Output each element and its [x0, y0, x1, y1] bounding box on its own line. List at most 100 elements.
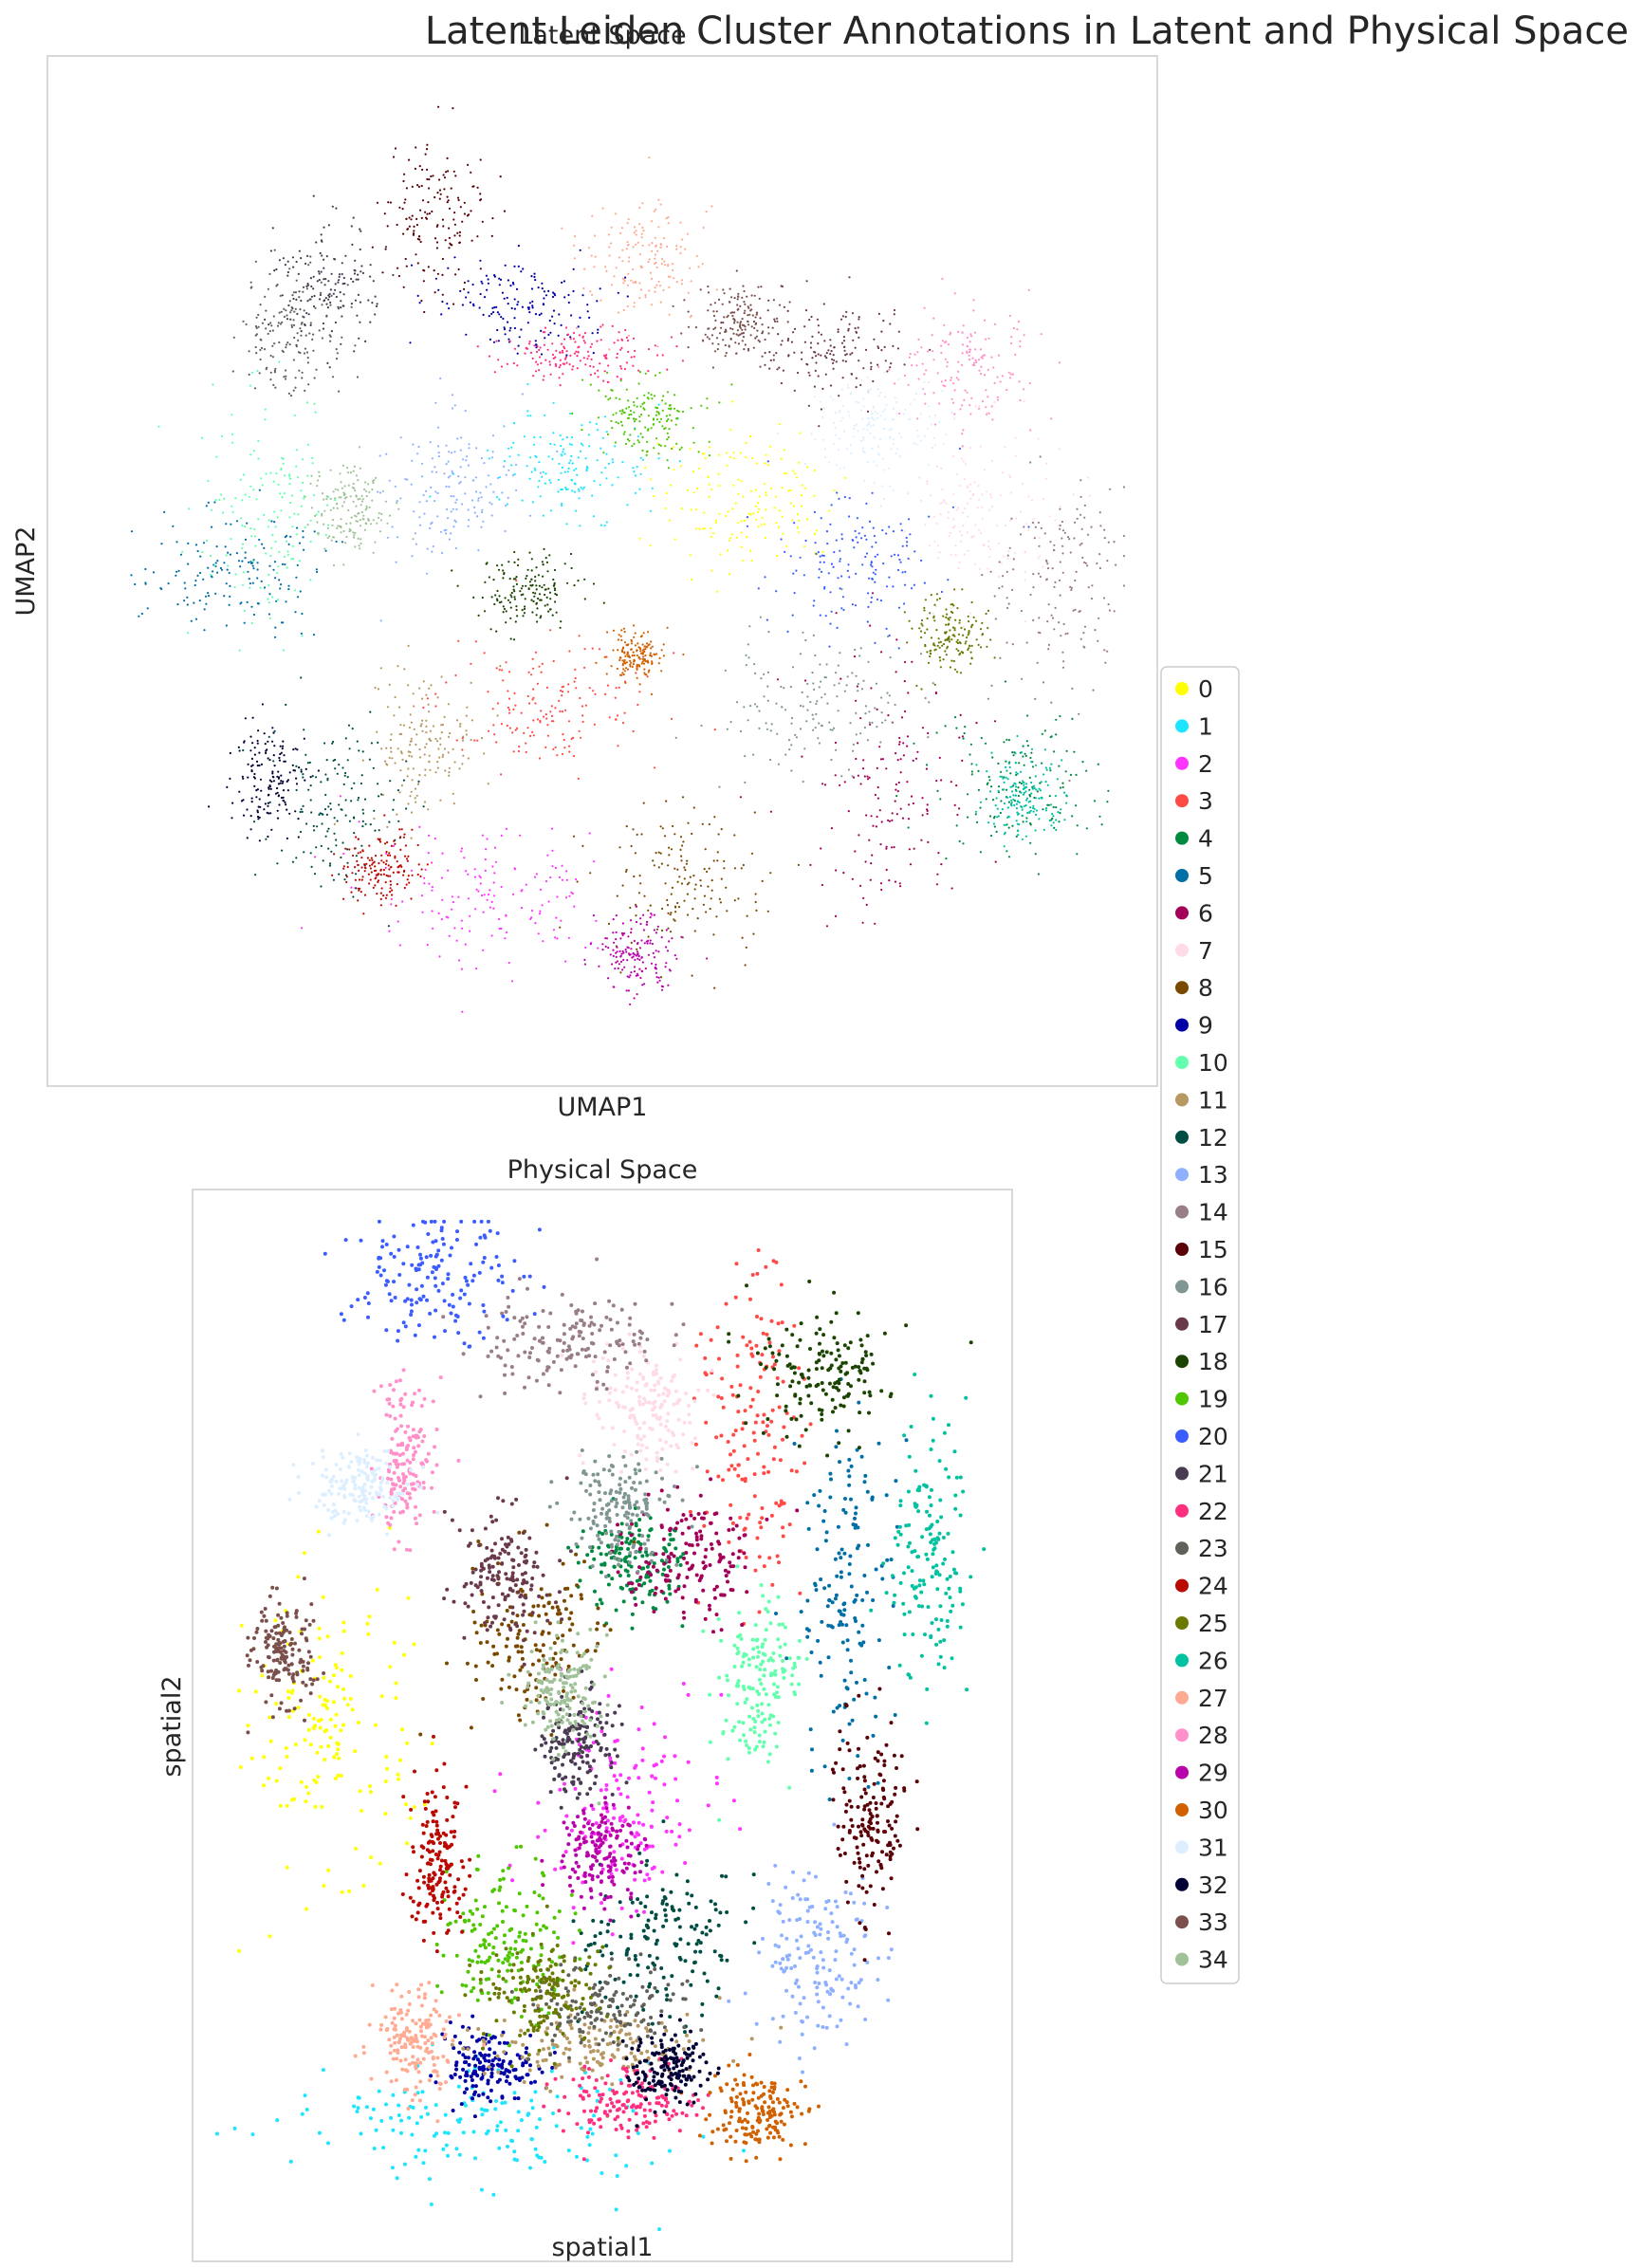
point-cluster-8 [676, 880, 679, 883]
point-cluster-17 [880, 330, 883, 333]
point-cluster-29 [624, 948, 627, 951]
point-cluster-24 [382, 869, 385, 872]
point-cluster-14 [1047, 648, 1050, 651]
point-cluster-3 [567, 683, 570, 686]
point-cluster-31 [883, 417, 887, 421]
point-cluster-24 [353, 847, 356, 850]
point-cluster-8 [572, 835, 576, 838]
point-cluster-7 [1009, 491, 1012, 494]
point-cluster-20 [888, 576, 891, 579]
point-cluster-30 [643, 650, 646, 654]
point-cluster-27 [610, 226, 613, 229]
point-cluster-7 [1058, 448, 1061, 451]
point-cluster-3 [445, 681, 448, 684]
point-cluster-22 [488, 355, 491, 358]
point-cluster-10 [309, 541, 312, 544]
point-cluster-0 [792, 470, 795, 472]
point-cluster-11 [429, 768, 432, 771]
point-cluster-20 [903, 602, 906, 605]
point-cluster-6 [879, 758, 883, 761]
point-cluster-5 [261, 543, 264, 545]
point-cluster-27 [662, 288, 665, 291]
point-cluster-12 [344, 814, 347, 817]
point-cluster-12 [378, 795, 380, 798]
point-cluster-15 [454, 175, 457, 177]
point-cluster-15 [470, 171, 472, 174]
point-cluster-26 [1060, 808, 1062, 811]
point-cluster-29 [604, 937, 607, 940]
point-cluster-10 [289, 501, 292, 505]
point-cluster-3 [531, 698, 534, 701]
point-cluster-18 [544, 604, 546, 607]
point-cluster-3 [574, 676, 577, 680]
point-cluster-10 [207, 480, 210, 483]
point-cluster-14 [1122, 534, 1125, 538]
point-cluster-21 [312, 275, 315, 278]
point-cluster-4 [1017, 786, 1020, 789]
point-cluster-30 [636, 667, 638, 670]
point-cluster-10 [277, 565, 280, 568]
point-cluster-17 [811, 335, 814, 338]
point-cluster-9 [485, 274, 488, 277]
point-cluster-4 [1055, 806, 1058, 809]
point-cluster-7 [993, 401, 996, 404]
point-cluster-25 [952, 604, 955, 607]
point-cluster-4 [1011, 824, 1014, 827]
point-cluster-29 [647, 953, 651, 956]
point-cluster-4 [1097, 763, 1099, 765]
point-cluster-23 [356, 376, 360, 378]
point-cluster-31 [902, 413, 905, 415]
point-cluster-21 [268, 323, 270, 326]
point-cluster-14 [1061, 544, 1064, 547]
point-cluster-12 [346, 861, 349, 864]
point-cluster-29 [634, 953, 637, 956]
point-cluster-23 [295, 345, 298, 348]
point-cluster-18 [451, 569, 453, 572]
point-cluster-6 [913, 847, 915, 850]
point-cluster-15 [424, 153, 427, 156]
point-cluster-5 [237, 560, 241, 562]
point-cluster-30 [627, 655, 631, 657]
point-cluster-5 [248, 578, 250, 581]
point-cluster-23 [335, 358, 339, 360]
point-cluster-30 [630, 642, 634, 645]
point-cluster-28 [961, 363, 964, 367]
point-cluster-22 [528, 342, 531, 345]
point-cluster-17 [820, 354, 822, 357]
point-cluster-1 [649, 509, 653, 512]
point-cluster-0 [708, 483, 710, 486]
point-cluster-5 [240, 601, 243, 604]
point-cluster-12 [285, 703, 287, 707]
point-cluster-29 [632, 951, 635, 955]
point-cluster-27 [626, 241, 629, 244]
point-cluster-27 [632, 281, 635, 284]
point-cluster-30 [621, 659, 624, 662]
point-cluster-21 [286, 270, 289, 274]
point-cluster-29 [630, 928, 633, 931]
point-cluster-2 [467, 873, 470, 876]
point-cluster-16 [744, 781, 747, 784]
point-cluster-25 [934, 648, 937, 651]
point-cluster-7 [962, 525, 965, 527]
point-cluster-12 [252, 821, 256, 823]
point-cluster-17 [778, 366, 781, 369]
point-cluster-28 [966, 345, 969, 348]
point-cluster-5 [194, 580, 197, 582]
point-cluster-13 [439, 530, 442, 533]
point-cluster-20 [888, 526, 891, 528]
point-cluster-4 [1059, 714, 1061, 718]
point-cluster-27 [635, 230, 637, 232]
point-cluster-24 [382, 873, 385, 876]
point-cluster-24 [360, 891, 362, 894]
point-cluster-13 [451, 470, 453, 472]
point-cluster-23 [298, 369, 301, 372]
point-cluster-23 [301, 371, 304, 374]
point-cluster-22 [544, 326, 547, 329]
point-cluster-11 [399, 724, 402, 727]
point-cluster-17 [883, 345, 886, 348]
point-cluster-23 [313, 377, 316, 379]
point-cluster-3 [502, 679, 505, 682]
point-cluster-8 [683, 899, 686, 902]
point-cluster-18 [546, 603, 549, 606]
point-cluster-12 [341, 841, 344, 844]
